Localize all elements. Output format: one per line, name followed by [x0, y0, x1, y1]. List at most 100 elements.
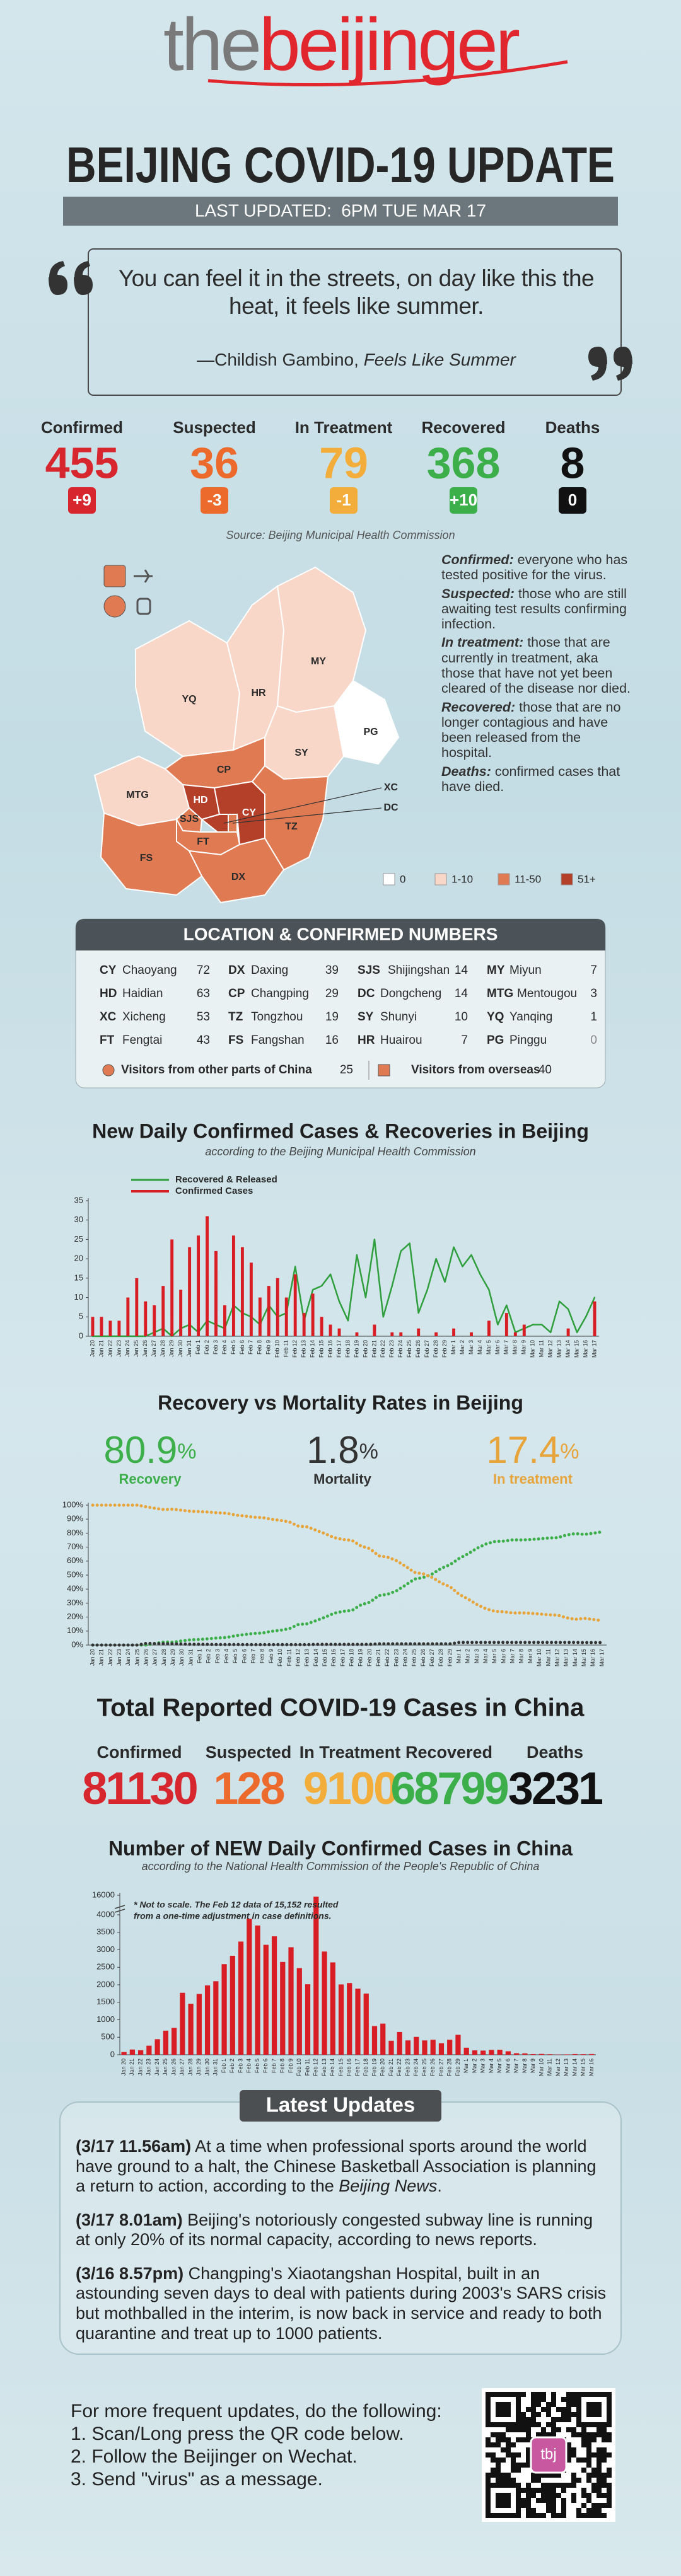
- qr-module: [486, 2452, 491, 2458]
- qr-module: [561, 2407, 566, 2412]
- bar: [179, 1290, 183, 1336]
- stat-label: Confirmed: [41, 418, 123, 437]
- qr-module: [501, 2432, 506, 2437]
- y-tick-label: 70%: [67, 1542, 83, 1551]
- x-tick-label: Feb 5: [254, 2059, 260, 2073]
- qr-module: [591, 2473, 597, 2478]
- x-tick-label: Mar 15: [573, 1340, 579, 1358]
- location-header: [76, 919, 605, 950]
- district-code: PG: [487, 1034, 504, 1047]
- bar: [513, 1332, 517, 1336]
- qr-module: [541, 2493, 546, 2498]
- bar: [530, 2053, 536, 2055]
- qr-module: [551, 2483, 556, 2488]
- definition-text: those that are no longer contagious and …: [441, 699, 621, 761]
- qr-module: [526, 2447, 531, 2452]
- x-tick-label: Jan 26: [143, 1649, 149, 1666]
- qr-module: [561, 2417, 566, 2422]
- x-tick-label: Mar 8: [521, 2059, 528, 2073]
- bar: [231, 1235, 235, 1336]
- qr-module: [536, 2513, 541, 2518]
- x-tick-label: Feb 29: [441, 1340, 448, 1358]
- bar: [399, 1332, 403, 1336]
- x-tick-label: Mar 2: [459, 1340, 465, 1354]
- legend-swatch: [383, 873, 395, 886]
- bar: [380, 2023, 386, 2055]
- x-tick-label: Feb 19: [358, 1649, 364, 1666]
- x-tick-label: Feb 28: [446, 2059, 453, 2076]
- district-code: DX: [228, 964, 245, 977]
- x-tick-label: Jan 20: [89, 1340, 95, 1357]
- x-tick-label: Jan 24: [124, 1340, 131, 1357]
- stat-badge: [201, 487, 228, 514]
- bar: [213, 1981, 219, 2055]
- qr-module: [556, 2473, 561, 2478]
- bar: [204, 1985, 211, 2055]
- qr-module: [586, 2447, 591, 2452]
- qr-module: [526, 2503, 531, 2508]
- map-label: YQ: [182, 694, 196, 705]
- qr-module: [521, 2427, 526, 2432]
- qr-module: [576, 2508, 581, 2513]
- definition-term: In treatment:: [441, 635, 524, 650]
- bar: [276, 1278, 279, 1336]
- x-tick-label: Mar 6: [494, 1340, 501, 1354]
- x-tick-label: Jan 30: [204, 2059, 210, 2076]
- x-tick-label: Feb 7: [271, 2059, 277, 2073]
- x-tick-label: Jan 27: [179, 2059, 185, 2076]
- qr-module: [526, 2498, 531, 2503]
- bar: [293, 1274, 297, 1336]
- x-tick-label: Feb 22: [380, 1340, 386, 1358]
- stat-value: 36: [190, 438, 239, 487]
- bar: [280, 1961, 286, 2055]
- qr-module: [602, 2513, 607, 2518]
- x-tick-label: Feb 11: [286, 1649, 292, 1666]
- qr-module: [602, 2447, 607, 2452]
- bar: [249, 1262, 253, 1336]
- x-tick-label: Mar 13: [563, 2059, 569, 2076]
- annotation: from a one-time adjustment in case defin…: [134, 1911, 332, 1921]
- qr-module: [491, 2468, 496, 2473]
- definition: Suspected: those who are still awaiting …: [441, 586, 631, 632]
- definition-text: those that are currently in treatment, a…: [441, 635, 631, 696]
- x-tick-label: Feb 16: [327, 1340, 333, 1358]
- bar: [538, 2053, 545, 2055]
- logo-prefix: the: [163, 3, 259, 86]
- x-tick-label: Feb 26: [415, 1340, 421, 1358]
- qr-module: [556, 2483, 561, 2488]
- qr-module: [551, 2427, 556, 2432]
- quote-mark: [49, 261, 93, 295]
- x-tick-label: Feb 17: [339, 1649, 346, 1666]
- qr-module: [516, 2427, 521, 2432]
- qr-module: [546, 2483, 551, 2488]
- rate-unit: %: [177, 1440, 196, 1464]
- qr-module: [602, 2478, 607, 2483]
- bar: [434, 1332, 438, 1336]
- bar: [593, 1301, 597, 1336]
- update-text: Beijing's notoriously congested subway l…: [76, 2210, 593, 2250]
- bar: [504, 1313, 508, 1336]
- x-tick-label: Jan 22: [137, 2059, 143, 2076]
- bar: [347, 1983, 352, 2055]
- x-tick-label: Jan 31: [187, 1649, 194, 1666]
- x-tick-label: Jan 26: [170, 2059, 177, 2076]
- qr-module: [496, 2463, 501, 2468]
- bar: [117, 1320, 121, 1336]
- qr-module: [561, 2397, 566, 2402]
- qr-finder: [486, 2392, 521, 2427]
- footer-step: 2. Follow the Beijinger on Wechat.: [71, 2446, 358, 2467]
- update-item: (3/17 11.56am) At a time when profession…: [76, 2137, 608, 2197]
- quote-mark: [588, 347, 632, 381]
- x-tick-label: Jan 31: [186, 1340, 192, 1357]
- stat-change: 0: [568, 490, 577, 509]
- x-tick-label: Mar 7: [509, 1649, 516, 1663]
- chart-title: Number of NEW Daily Confirmed Cases in C…: [108, 1837, 573, 1859]
- definition: Deaths: confirmed cases that have died.: [441, 764, 631, 795]
- qr-module: [586, 2452, 591, 2458]
- x-tick-label: Feb 24: [397, 1340, 404, 1358]
- x-tick-label: Feb 20: [380, 2059, 386, 2076]
- x-tick-label: Feb 18: [348, 1649, 354, 1666]
- updated-bar: [63, 197, 618, 226]
- bar: [247, 1919, 252, 2055]
- qr-module: [581, 2513, 586, 2518]
